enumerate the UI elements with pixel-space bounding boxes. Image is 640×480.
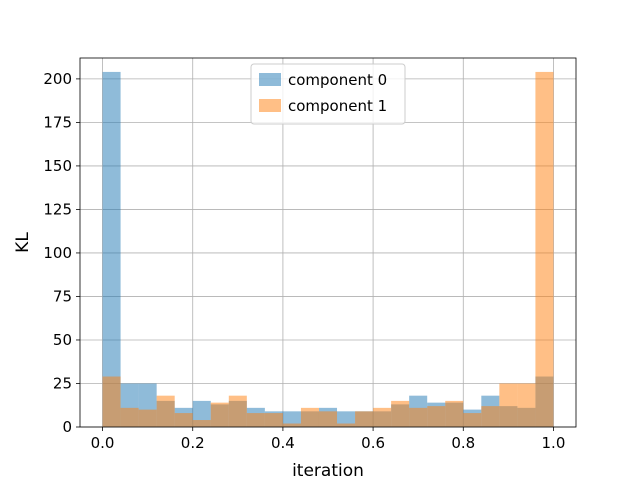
- y-tick-label: 50: [53, 331, 72, 349]
- legend: component 0 component 1: [250, 63, 406, 125]
- legend-swatch: [259, 99, 281, 112]
- y-tick-label: 200: [43, 70, 72, 88]
- y-tick-label: 75: [53, 287, 72, 305]
- bar-series-1-bin-9: [264, 413, 283, 427]
- bar-series-1-bin-5: [192, 420, 211, 427]
- x-tick-label: 0.6: [361, 434, 385, 452]
- bar-series-0-bin-0: [102, 71, 121, 427]
- bar-series-1-bin-13: [337, 423, 356, 427]
- bar-series-1-bin-4: [174, 413, 193, 427]
- plot-frame: [79, 57, 577, 428]
- y-tick-label: 125: [43, 200, 72, 218]
- bar-series-1-bin-12: [318, 411, 338, 427]
- bar-series-1-bin-7: [228, 395, 247, 427]
- y-tick-label: 25: [53, 374, 72, 392]
- y-tick-label: 0: [62, 418, 72, 436]
- x-axis-label: iteration: [292, 461, 364, 480]
- bar-series-1-bin-8: [246, 413, 265, 427]
- bar-series-1-bin-18: [427, 406, 446, 427]
- x-tick-label: 0.8: [451, 434, 475, 452]
- y-axis-label: KL: [13, 232, 33, 253]
- bar-series-1-bin-16: [391, 400, 410, 427]
- bar-series-1-bin-3: [156, 395, 175, 427]
- bar-series-1-bin-17: [409, 407, 428, 427]
- x-tick-label: 0.2: [181, 434, 205, 452]
- x-tick-label: 0.0: [91, 434, 115, 452]
- x-tick-label: 0.4: [271, 434, 295, 452]
- bar-series-0-bin-10: [282, 411, 301, 427]
- bars: [102, 71, 554, 427]
- bar-series-1-bin-24: [535, 71, 554, 427]
- bar-series-1-bin-0: [102, 376, 121, 427]
- bar-series-1-bin-10: [282, 423, 301, 427]
- legend-label: component 1: [288, 97, 387, 115]
- bar-series-1-bin-2: [138, 409, 157, 427]
- bar-series-1-bin-23: [517, 383, 536, 427]
- bar-series-0-bin-13: [337, 411, 356, 427]
- bar-series-1-bin-1: [120, 407, 139, 427]
- bar-series-1-bin-19: [445, 400, 464, 427]
- x-tick-label: 1.0: [542, 434, 566, 452]
- bar-series-1-bin-21: [481, 406, 500, 427]
- y-tick-label: 175: [43, 113, 72, 131]
- y-tick-label: 100: [43, 244, 72, 262]
- legend-label: component 0: [288, 71, 387, 89]
- legend-box: [250, 63, 406, 125]
- bar-series-1-bin-6: [210, 402, 229, 427]
- bar-series-1-bin-14: [355, 411, 374, 427]
- y-tick-label: 150: [43, 157, 72, 175]
- legend-swatch: [259, 73, 281, 86]
- bar-series-1-bin-11: [300, 407, 319, 427]
- ticks: 0.0 0.2 0.4 0.6 0.8 1.0 0 25 50 75 100 125 150 175 200: [43, 70, 565, 452]
- bar-series-1-bin-22: [499, 383, 518, 427]
- bar-series-1-bin-15: [373, 407, 392, 427]
- bar-series-1-bin-20: [463, 413, 482, 427]
